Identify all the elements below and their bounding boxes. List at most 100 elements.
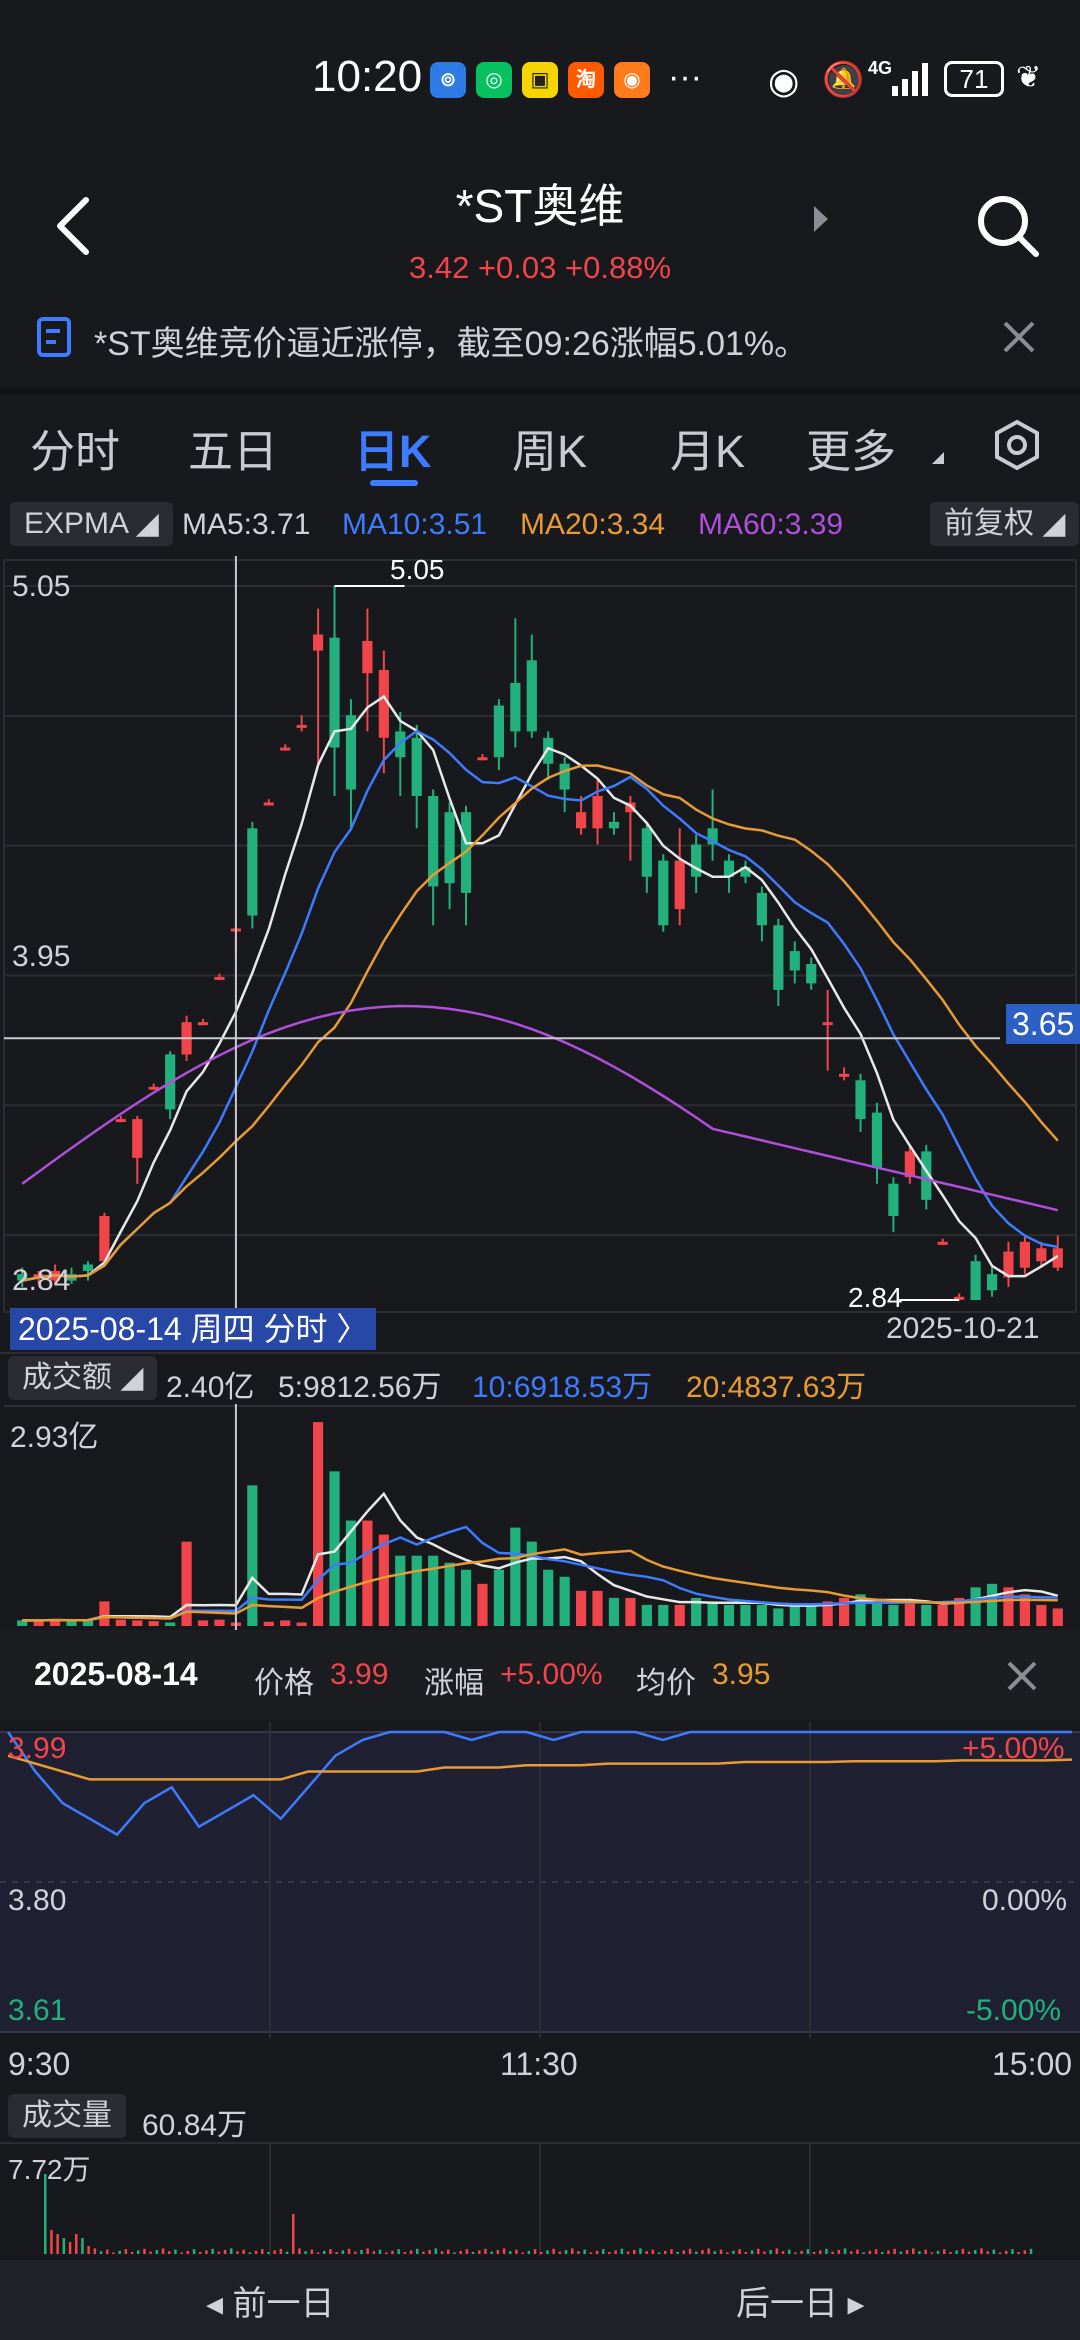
- candle-body: [1036, 1248, 1047, 1262]
- volume-bar: [49, 1619, 61, 1626]
- divider: [0, 2142, 1080, 2144]
- volume-bar: [510, 1527, 521, 1626]
- candle-body: [362, 640, 373, 674]
- volume-bar: [921, 1604, 932, 1626]
- volume-y-max: 2.93亿: [10, 1421, 99, 1454]
- intraday-volume-bar: [372, 2251, 376, 2254]
- intraday-volume-bar: [447, 2249, 450, 2254]
- intraday-volume-bar: [800, 2250, 803, 2254]
- close-icon[interactable]: [1002, 320, 1036, 354]
- candle-body: [1003, 1251, 1014, 1278]
- candle-body: [17, 1274, 28, 1281]
- tab-monthly-k[interactable]: 月K: [670, 426, 746, 477]
- intraday-volume-bar: [459, 2250, 462, 2254]
- intraday-chart[interactable]: [0, 1722, 1080, 2038]
- candle-body: [493, 705, 505, 758]
- intraday-volume-bar: [769, 2250, 772, 2254]
- popup-close-icon[interactable]: [1006, 1660, 1038, 1692]
- low-marker-label: 2.84: [848, 1282, 903, 1313]
- candle-body: [921, 1151, 932, 1200]
- tab-intraday[interactable]: 分时: [30, 426, 121, 477]
- intraday-volume-bar: [775, 2248, 779, 2254]
- search-icon[interactable]: [976, 194, 1040, 258]
- intraday-volume-bar: [850, 2251, 853, 2254]
- intraday-volume-bar: [453, 2252, 456, 2254]
- tab-daily-k[interactable]: 日K: [354, 426, 432, 477]
- intraday-volume-chart: [44, 2144, 1033, 2256]
- notice-text[interactable]: *ST奥维竞价逼近涨停，截至09:26涨幅5.01%。: [94, 325, 809, 363]
- candle-body: [263, 802, 274, 806]
- popup-price-label: 价格: [254, 1667, 314, 1700]
- volume-ma5: 5:9812.56万: [278, 1371, 442, 1404]
- volume-bar: [838, 1597, 850, 1626]
- intraday-volume-bar: [980, 2248, 983, 2254]
- intraday-volume-bar: [843, 2248, 847, 2254]
- intraday-volume-bar: [577, 2251, 580, 2254]
- notice-banner[interactable]: [0, 300, 1080, 372]
- tab-five-day[interactable]: 五日: [188, 426, 279, 477]
- intraday-volume-bar: [354, 2251, 357, 2254]
- intraday-volume-bar: [478, 2250, 481, 2254]
- indicator-selector[interactable]: EXPMA ◢: [10, 502, 173, 546]
- volume-bar: [970, 1587, 981, 1626]
- volume-bar: [789, 1604, 800, 1626]
- volume-bar: [1036, 1604, 1047, 1626]
- intraday-volume-bar: [918, 2251, 921, 2254]
- tab-more[interactable]: 更多: [806, 426, 897, 477]
- intraday-volume-bar: [695, 2251, 698, 2254]
- candle-body: [428, 796, 439, 887]
- candle-body: [280, 747, 291, 751]
- back-icon[interactable]: [52, 196, 92, 256]
- adjust-selector[interactable]: 前复权 ◢: [930, 502, 1080, 546]
- volume-bar: [543, 1569, 554, 1626]
- intraday-volume-bar: [664, 2250, 667, 2254]
- candle-body: [444, 812, 455, 884]
- intraday-volume-bar: [583, 2249, 586, 2254]
- volume-bar: [263, 1621, 274, 1626]
- intraday-volume-bar: [236, 2251, 239, 2254]
- candle-body: [312, 634, 324, 651]
- volume-bar: [526, 1541, 537, 1626]
- settings-icon[interactable]: [990, 418, 1044, 472]
- intraday-volume-bar: [130, 2252, 134, 2254]
- volume-bar: [707, 1601, 718, 1626]
- volume-bar: [33, 1620, 44, 1626]
- intraday-volume-bar: [323, 2250, 326, 2254]
- intraday-volume-bar: [763, 2251, 766, 2254]
- divider: [0, 1352, 1080, 1354]
- volume-ma10: 10:6918.53万: [472, 1371, 653, 1404]
- volume-bar: [888, 1604, 899, 1626]
- indicator-selector-label: EXPMA: [24, 507, 128, 540]
- network-type-label: 4G: [868, 58, 893, 78]
- intraday-pct-top: +5.00%: [962, 1732, 1065, 1765]
- prev-day-button[interactable]: ◂ 前一日: [206, 2285, 335, 2323]
- intraday-volume-bar: [161, 2248, 165, 2254]
- wechat-icon: ◎: [476, 62, 512, 98]
- candle-body: [855, 1080, 866, 1120]
- intraday-volume-bar: [924, 2249, 927, 2254]
- kline-end-date: 2025-10-21: [886, 1312, 1040, 1345]
- volume-chart[interactable]: [0, 1404, 1080, 1630]
- next-stock-icon[interactable]: [812, 204, 830, 234]
- intraday-volume-bar: [285, 2251, 289, 2254]
- intraday-volume-bar: [986, 2251, 989, 2254]
- selected-date-chip[interactable]: 2025-08-14 周四 分时 〉: [10, 1308, 377, 1350]
- candle-body: [871, 1112, 883, 1168]
- intraday-volume-bar: [217, 2251, 221, 2254]
- intraday-volume-bar: [998, 2252, 1002, 2254]
- volume-bar: [115, 1619, 126, 1626]
- volume-selector[interactable]: 成交额 ◢: [8, 1356, 158, 1400]
- volume-bar: [444, 1562, 455, 1626]
- intraday-volume-bar: [707, 2248, 710, 2254]
- next-day-button[interactable]: 后一日 ▸: [736, 2285, 865, 2323]
- kline-chart[interactable]: [0, 556, 1080, 1316]
- volume-bar: [362, 1520, 373, 1626]
- intraday-volume-bar: [831, 2251, 834, 2254]
- candle-body: [954, 1296, 965, 1300]
- tab-weekly-k[interactable]: 周K: [512, 426, 588, 477]
- intraday-volume-bar: [310, 2249, 314, 2254]
- candle-body: [345, 715, 357, 790]
- bottom-nav: [0, 2260, 1080, 2340]
- volume-bar: [559, 1576, 570, 1626]
- intraday-volume-bar: [515, 2249, 518, 2254]
